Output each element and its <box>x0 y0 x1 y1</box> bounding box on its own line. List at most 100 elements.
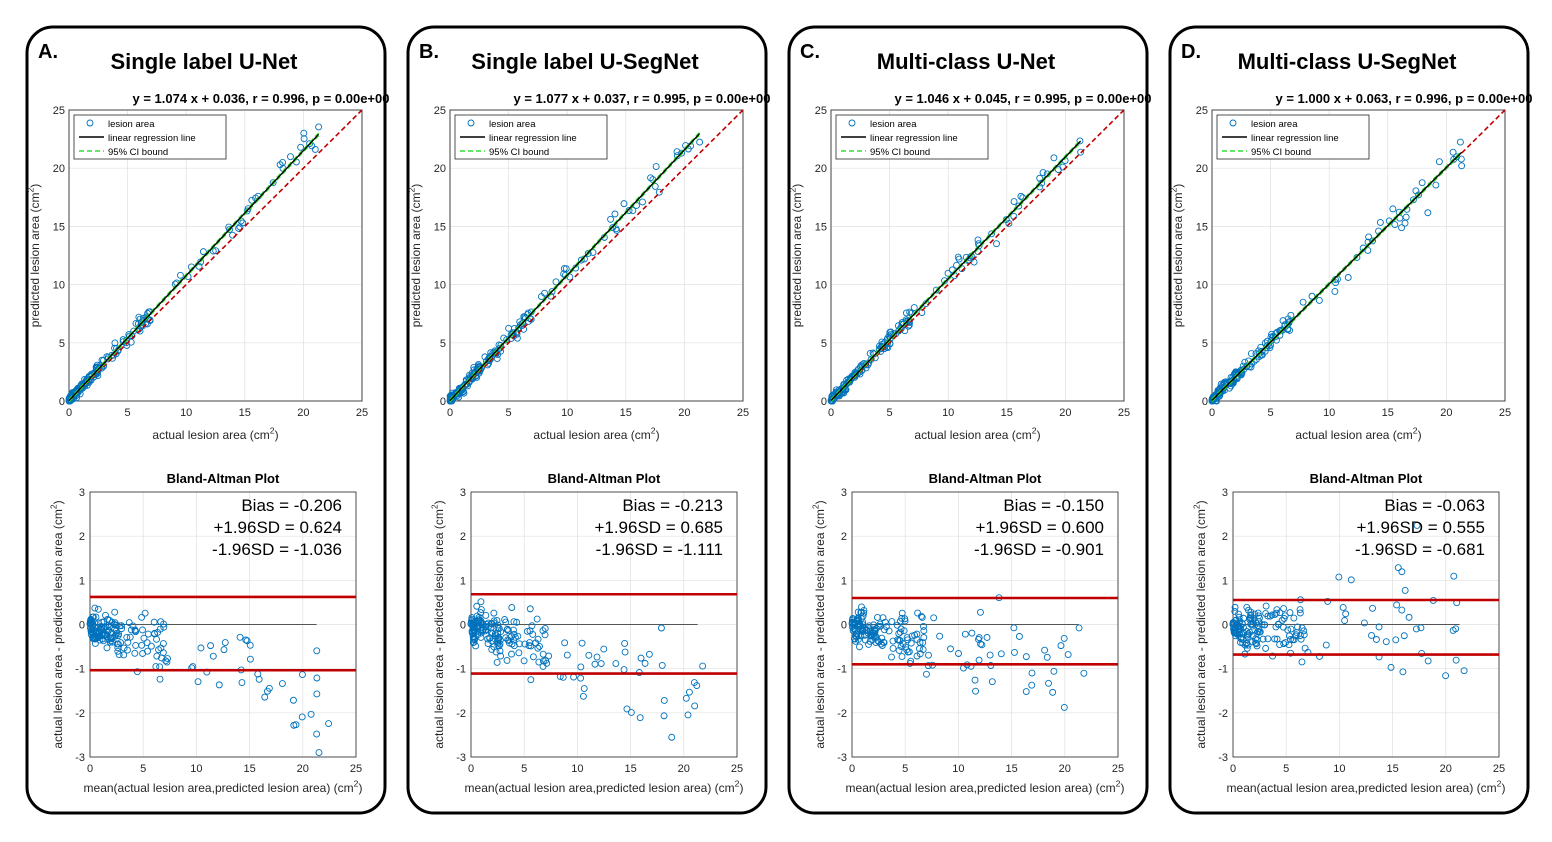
ba-data-point <box>505 637 513 645</box>
legend-marker-icon <box>467 119 475 127</box>
ba-data-point <box>859 625 867 633</box>
ba-data-point <box>477 626 485 634</box>
ba-data-point <box>114 647 122 655</box>
ba-data-point <box>1249 620 1257 628</box>
ba-data-point <box>1399 668 1407 676</box>
ba-bias-text: Bias = -0.150 <box>1003 496 1104 515</box>
ba-data-point <box>127 626 135 634</box>
identity-line <box>830 109 1125 402</box>
data-point <box>696 138 704 146</box>
scatter-y-tick-label: 20 <box>434 163 446 175</box>
ba-data-point <box>1301 644 1309 652</box>
ba-data-point <box>684 711 692 719</box>
ba-data-point <box>682 694 690 702</box>
ba-data-point <box>110 620 118 628</box>
ba-data-point <box>972 687 979 695</box>
ba-data-point <box>1011 648 1018 656</box>
scatter-y-tick-label: 15 <box>815 221 827 233</box>
ba-data-point <box>850 635 858 642</box>
scatter-x-tick-label: 20 <box>678 407 690 419</box>
scatter-x-tick-label: 0 <box>1209 407 1215 419</box>
data-point <box>300 135 308 143</box>
ba-data-point <box>1449 627 1457 634</box>
data-point <box>1365 233 1373 241</box>
ba-data-point <box>117 639 125 647</box>
data-point <box>577 256 585 264</box>
ba-data-point <box>859 628 867 635</box>
scatter-x-tick-label: 15 <box>1382 407 1394 419</box>
scatter-x-tick-label: 25 <box>1499 407 1511 419</box>
ba-data-point <box>307 710 315 718</box>
data-point <box>1412 187 1420 195</box>
ba-data-point <box>621 648 629 656</box>
ba-data-point <box>477 609 485 617</box>
ci-lower-line <box>449 134 701 403</box>
scatter-y-tick-label: 10 <box>815 280 827 292</box>
ba-data-point <box>570 673 578 681</box>
ba-data-point <box>514 632 522 640</box>
ba-x-tick-label: 15 <box>243 763 255 775</box>
data-point <box>1456 138 1464 146</box>
data-point <box>269 179 277 187</box>
ba-data-point <box>1342 610 1350 618</box>
scatter-x-tick-label: 5 <box>506 407 512 419</box>
ba-data-point <box>529 630 537 638</box>
ba-data-point <box>1243 644 1251 652</box>
regression-line <box>830 140 1082 401</box>
ba-x-tick-label: 10 <box>1333 763 1345 775</box>
ba-x-tick-label: 5 <box>521 763 527 775</box>
ba-data-point <box>470 619 478 627</box>
scatter-x-tick-label: 0 <box>447 407 453 419</box>
ba-data-point <box>510 618 518 626</box>
ba-data-point <box>523 627 531 635</box>
ba-bias-text: Bias = -0.063 <box>1384 496 1485 515</box>
data-point <box>1398 224 1406 232</box>
legend-label-ci: 95% CI bound <box>108 147 168 158</box>
data-point <box>1401 219 1409 227</box>
ba-data-point <box>920 634 928 641</box>
ba-data-point <box>141 609 149 617</box>
data-point <box>918 309 926 316</box>
scatter-x-tick-label: 20 <box>297 407 309 419</box>
panel-title: Multi-class U-SegNet <box>1238 49 1457 74</box>
legend: lesion area linear regression line 95% CI … <box>1216 114 1370 160</box>
ba-data-point <box>298 671 306 679</box>
ba-data-point <box>120 651 128 659</box>
ba-data-point <box>913 630 921 638</box>
scatter-y-tick-label: 25 <box>434 105 446 117</box>
ba-y-tick-label: 3 <box>79 487 85 499</box>
data-point <box>1247 350 1255 357</box>
regression-line <box>1211 151 1463 401</box>
bland-altman-plot: Bland-Altman Plot 0 5 10 15 20 25 -3 -2 -1 0 1 2 3 mea… <box>430 471 744 795</box>
data-point <box>1210 394 1218 402</box>
data-point <box>620 200 628 208</box>
ba-data-point <box>493 617 501 624</box>
ba-data-point <box>194 678 202 686</box>
ba-data-point <box>691 702 699 710</box>
ba-data-point <box>1290 614 1298 622</box>
data-point <box>562 265 570 273</box>
ba-data-point <box>988 678 996 686</box>
ba-data-point <box>923 670 930 678</box>
data-point <box>613 227 621 234</box>
scatter-y-tick-label: 10 <box>1196 280 1208 292</box>
panel-2: B. Single label U-SegNet y = 1.077 x + 0.0… <box>406 25 770 815</box>
data-point <box>655 188 663 196</box>
scatter-x-tick-label: 15 <box>239 407 251 419</box>
ba-data-point <box>878 642 886 649</box>
ba-data-point <box>660 712 668 720</box>
panel-title: Single label U-SegNet <box>471 49 699 74</box>
scatter-y-tick-label: 0 <box>1202 396 1208 408</box>
ba-x-tick-label: 20 <box>678 763 690 775</box>
data-point <box>1017 192 1025 200</box>
data-point <box>651 182 659 190</box>
scatter-x-tick-label: 10 <box>561 407 573 419</box>
ba-data-point <box>580 685 588 692</box>
data-point <box>1050 154 1058 162</box>
ba-data-point <box>685 688 693 696</box>
ba-data-point <box>645 650 653 658</box>
panel-4: D. Multi-class U-SegNet y = 1.000 x + 0.06… <box>1168 25 1532 815</box>
ba-data-point <box>1280 623 1287 631</box>
ba-data-point <box>220 646 228 654</box>
ba-data-point <box>487 629 495 637</box>
